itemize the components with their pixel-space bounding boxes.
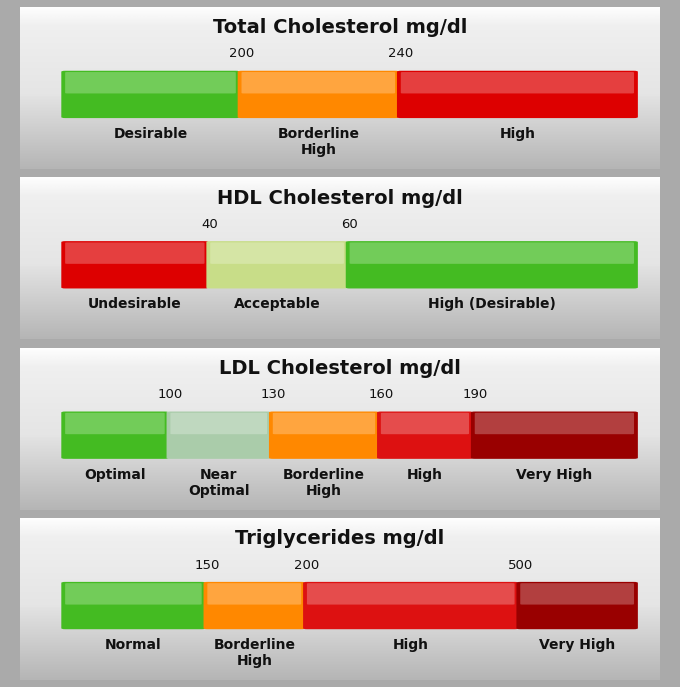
Text: Undesirable: Undesirable: [88, 297, 182, 311]
FancyBboxPatch shape: [307, 583, 515, 605]
Text: Borderline
High: Borderline High: [277, 127, 359, 157]
FancyBboxPatch shape: [377, 412, 473, 459]
Text: Total Cholesterol mg/dl: Total Cholesterol mg/dl: [213, 19, 467, 37]
FancyBboxPatch shape: [516, 582, 638, 629]
FancyBboxPatch shape: [475, 413, 634, 434]
FancyBboxPatch shape: [171, 413, 267, 434]
FancyBboxPatch shape: [273, 413, 375, 434]
Text: Near
Optimal: Near Optimal: [188, 468, 250, 498]
FancyBboxPatch shape: [241, 72, 395, 93]
FancyBboxPatch shape: [303, 582, 518, 629]
FancyBboxPatch shape: [206, 241, 347, 289]
FancyBboxPatch shape: [61, 412, 169, 459]
FancyBboxPatch shape: [61, 241, 208, 289]
Text: High: High: [393, 638, 429, 652]
Text: 200: 200: [229, 47, 254, 60]
Text: 500: 500: [508, 559, 533, 572]
FancyBboxPatch shape: [269, 412, 379, 459]
FancyBboxPatch shape: [397, 71, 638, 118]
FancyBboxPatch shape: [61, 71, 239, 118]
Text: 100: 100: [158, 388, 183, 401]
FancyBboxPatch shape: [61, 582, 205, 629]
Text: 160: 160: [369, 388, 394, 401]
Text: High (Desirable): High (Desirable): [428, 297, 556, 311]
Text: 40: 40: [202, 218, 218, 231]
Text: 240: 240: [388, 47, 413, 60]
FancyBboxPatch shape: [210, 243, 344, 264]
Text: Triglycerides mg/dl: Triglycerides mg/dl: [235, 530, 445, 548]
Text: 200: 200: [294, 559, 320, 572]
Text: 150: 150: [194, 559, 220, 572]
Text: Very High: Very High: [516, 468, 592, 482]
FancyBboxPatch shape: [238, 71, 399, 118]
Text: 60: 60: [341, 218, 358, 231]
Text: Optimal: Optimal: [84, 468, 146, 482]
Text: Acceptable: Acceptable: [234, 297, 320, 311]
Text: Very High: Very High: [539, 638, 615, 652]
Text: HDL Cholesterol mg/dl: HDL Cholesterol mg/dl: [217, 189, 463, 207]
FancyBboxPatch shape: [350, 243, 634, 264]
Text: Normal: Normal: [105, 638, 162, 652]
Text: Borderline
High: Borderline High: [214, 638, 295, 668]
Text: High: High: [499, 127, 535, 141]
FancyBboxPatch shape: [65, 413, 165, 434]
FancyBboxPatch shape: [381, 413, 469, 434]
Text: Desirable: Desirable: [114, 127, 188, 141]
Text: 130: 130: [260, 388, 286, 401]
Text: High: High: [407, 468, 443, 482]
Text: 190: 190: [462, 388, 488, 401]
FancyBboxPatch shape: [401, 72, 634, 93]
FancyBboxPatch shape: [520, 583, 634, 605]
FancyBboxPatch shape: [65, 583, 202, 605]
FancyBboxPatch shape: [345, 241, 638, 289]
FancyBboxPatch shape: [65, 72, 236, 93]
Text: Borderline
High: Borderline High: [283, 468, 365, 498]
FancyBboxPatch shape: [203, 582, 305, 629]
FancyBboxPatch shape: [207, 583, 301, 605]
FancyBboxPatch shape: [167, 412, 271, 459]
FancyBboxPatch shape: [65, 243, 205, 264]
FancyBboxPatch shape: [471, 412, 638, 459]
Text: LDL Cholesterol mg/dl: LDL Cholesterol mg/dl: [219, 359, 461, 378]
